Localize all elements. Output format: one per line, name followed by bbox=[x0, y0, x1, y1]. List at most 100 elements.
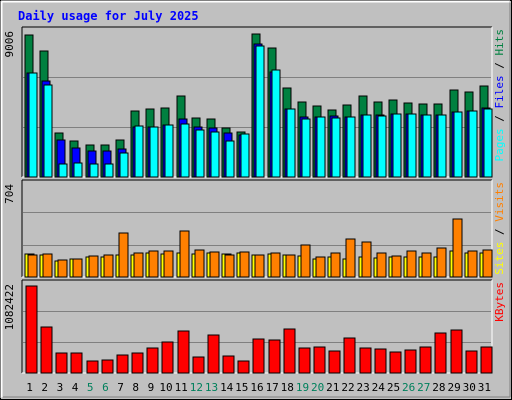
series-separator: / bbox=[493, 222, 506, 242]
bar-visits-day-23 bbox=[361, 241, 372, 278]
bar-kbytes-day-11 bbox=[177, 330, 190, 374]
bar-pages-day-15 bbox=[240, 133, 250, 178]
x-tick-label-day-17: 17 bbox=[266, 381, 279, 394]
series-name-kbytes: KBytes bbox=[493, 282, 506, 322]
x-tick-label-day-18: 18 bbox=[281, 381, 294, 394]
bar-pages-day-19 bbox=[301, 118, 311, 178]
bar-kbytes-day-25 bbox=[389, 351, 402, 374]
bar-visits-day-20 bbox=[315, 256, 326, 278]
bar-pages-day-9 bbox=[149, 126, 159, 178]
bar-visits-day-14 bbox=[224, 254, 235, 278]
bar-kbytes-day-19 bbox=[298, 347, 311, 374]
bar-pages-day-21 bbox=[331, 117, 341, 178]
x-tick-label-day-30: 30 bbox=[463, 381, 476, 394]
series-label-2: KBytes bbox=[493, 282, 506, 322]
x-tick-label-day-28: 28 bbox=[432, 381, 445, 394]
bar-kbytes-day-16 bbox=[252, 338, 265, 374]
bar-kbytes-day-4 bbox=[70, 352, 83, 374]
x-tick-label-day-11: 11 bbox=[175, 381, 188, 394]
bar-kbytes-day-28 bbox=[434, 332, 447, 374]
x-tick-label-day-16: 16 bbox=[250, 381, 263, 394]
bar-pages-day-22 bbox=[346, 116, 356, 178]
bar-visits-day-21 bbox=[330, 252, 341, 278]
x-tick-label-day-4: 4 bbox=[72, 381, 79, 394]
bar-visits-day-25 bbox=[391, 255, 402, 278]
bar-visits-day-10 bbox=[163, 250, 174, 278]
bar-visits-day-11 bbox=[179, 230, 190, 278]
bar-pages-day-16 bbox=[255, 45, 265, 178]
bar-visits-day-22 bbox=[345, 238, 356, 278]
bar-kbytes-day-18 bbox=[283, 328, 296, 374]
bar-pages-day-6 bbox=[104, 163, 114, 178]
bar-kbytes-day-8 bbox=[131, 352, 144, 374]
bar-pages-day-10 bbox=[164, 124, 174, 178]
bar-kbytes-day-22 bbox=[343, 337, 356, 374]
x-tick-label-day-3: 3 bbox=[57, 381, 64, 394]
bar-kbytes-day-2 bbox=[40, 326, 53, 374]
bar-kbytes-day-10 bbox=[161, 341, 174, 374]
bar-kbytes-day-20 bbox=[313, 346, 326, 374]
bar-pages-day-26 bbox=[407, 113, 417, 178]
x-tick-label-day-23: 23 bbox=[356, 381, 369, 394]
x-tick-label-day-8: 8 bbox=[132, 381, 139, 394]
x-tick-label-day-1: 1 bbox=[26, 381, 33, 394]
bar-visits-day-8 bbox=[133, 252, 144, 278]
x-tick-label-day-22: 22 bbox=[341, 381, 354, 394]
chart-title: Daily usage for July 2025 bbox=[18, 9, 199, 23]
bar-kbytes-day-9 bbox=[146, 347, 159, 374]
bar-kbytes-day-31 bbox=[480, 346, 493, 374]
bar-pages-day-18 bbox=[286, 108, 296, 178]
bar-kbytes-day-15 bbox=[237, 360, 250, 374]
x-tick-label-day-14: 14 bbox=[220, 381, 234, 394]
bar-pages-day-7 bbox=[119, 152, 129, 178]
bar-kbytes-day-6 bbox=[101, 359, 114, 374]
bar-pages-day-20 bbox=[316, 116, 326, 178]
bar-pages-day-1 bbox=[28, 72, 38, 178]
bar-visits-day-5 bbox=[88, 255, 99, 278]
bar-visits-day-2 bbox=[42, 253, 53, 278]
bar-kbytes-day-3 bbox=[55, 352, 68, 374]
series-label-1: Sites / Visits bbox=[493, 182, 506, 275]
x-tick-label-day-20: 20 bbox=[311, 381, 324, 394]
bar-pages-day-2 bbox=[43, 84, 53, 178]
bar-visits-day-3 bbox=[57, 259, 68, 278]
bar-kbytes-day-26 bbox=[404, 349, 417, 374]
x-tick-label-day-15: 15 bbox=[235, 381, 248, 394]
bar-pages-day-25 bbox=[392, 113, 402, 178]
bar-visits-day-1 bbox=[27, 254, 38, 278]
x-tick-label-day-27: 27 bbox=[417, 381, 430, 394]
bar-visits-day-18 bbox=[285, 254, 296, 278]
bar-visits-day-9 bbox=[148, 250, 159, 278]
panel-2: 1082422 KBytes bbox=[3, 279, 506, 374]
series-separator: / bbox=[493, 109, 506, 129]
series-label-0: Pages / Files / Hits bbox=[493, 29, 506, 162]
bar-kbytes-day-12 bbox=[192, 356, 205, 374]
bar-visits-day-29 bbox=[452, 218, 463, 278]
bar-pages-day-31 bbox=[483, 108, 493, 178]
x-tick-label-day-24: 24 bbox=[372, 381, 386, 394]
bar-kbytes-day-29 bbox=[450, 329, 463, 374]
x-tick-label-day-31: 31 bbox=[478, 381, 491, 394]
bar-pages-day-11 bbox=[180, 123, 190, 178]
bar-pages-day-14 bbox=[225, 140, 235, 178]
bar-visits-day-26 bbox=[406, 250, 417, 278]
x-tick-label-day-25: 25 bbox=[387, 381, 400, 394]
bar-kbytes-day-1 bbox=[25, 285, 38, 374]
x-tick-label-day-19: 19 bbox=[296, 381, 309, 394]
bar-visits-day-31 bbox=[482, 249, 493, 278]
bar-visits-day-17 bbox=[270, 252, 281, 278]
bar-kbytes-day-23 bbox=[359, 347, 372, 374]
panel-0: 9006 Pages / Files / Hits bbox=[3, 26, 506, 178]
series-name-pages: Pages bbox=[493, 128, 506, 161]
bar-visits-day-27 bbox=[421, 252, 432, 278]
x-tick-label-day-21: 21 bbox=[326, 381, 339, 394]
bar-visits-day-24 bbox=[376, 252, 387, 278]
bar-pages-day-23 bbox=[362, 114, 372, 178]
x-tick-label-day-29: 29 bbox=[447, 381, 460, 394]
x-tick-label-day-26: 26 bbox=[402, 381, 415, 394]
series-name-visits: Visits bbox=[493, 182, 506, 222]
bar-pages-day-5 bbox=[89, 163, 99, 178]
series-separator: / bbox=[493, 56, 506, 76]
x-tick-label-day-5: 5 bbox=[87, 381, 94, 394]
